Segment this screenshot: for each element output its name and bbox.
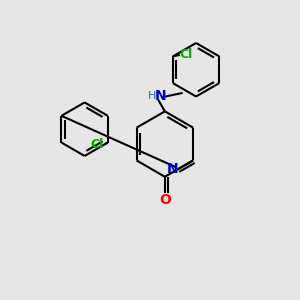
Text: O: O bbox=[159, 193, 171, 207]
Text: H: H bbox=[148, 91, 156, 100]
Text: N: N bbox=[154, 89, 166, 103]
Text: Cl: Cl bbox=[180, 48, 193, 61]
Text: Cl: Cl bbox=[90, 138, 104, 151]
Text: N: N bbox=[167, 162, 178, 176]
